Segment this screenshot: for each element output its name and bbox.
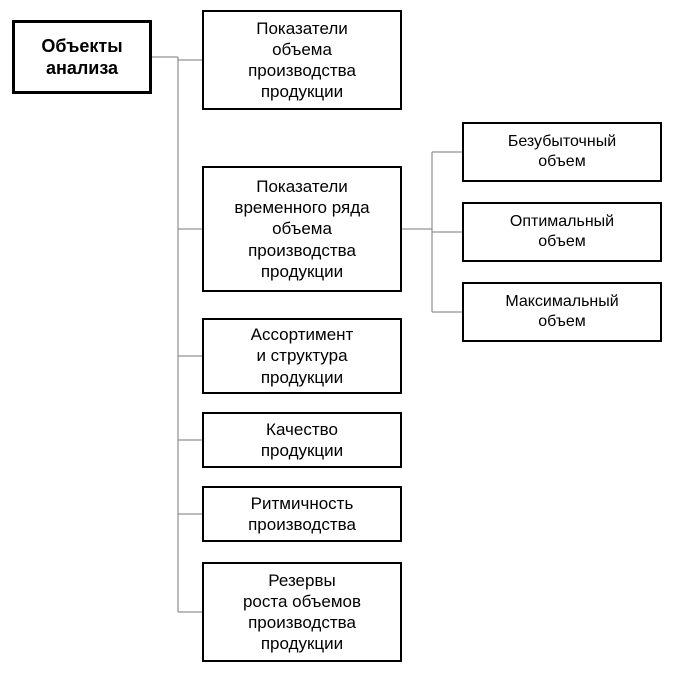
- node-mid2: Показатели временного ряда объема произв…: [202, 166, 402, 292]
- node-mid3: Ассортимент и структура продукции: [202, 318, 402, 394]
- node-root: Объекты анализа: [12, 20, 152, 94]
- node-leaf3: Максимальный объем: [462, 282, 662, 342]
- node-mid5: Ритмичность производства: [202, 486, 402, 542]
- node-leaf1: Безубыточный объем: [462, 122, 662, 182]
- node-leaf2: Оптимальный объем: [462, 202, 662, 262]
- diagram-canvas: Объекты анализа Показатели объема произво…: [0, 0, 696, 688]
- node-mid6: Резервы роста объемов производства проду…: [202, 562, 402, 662]
- node-mid1: Показатели объема производства продукции: [202, 10, 402, 110]
- node-mid4: Качество продукции: [202, 412, 402, 468]
